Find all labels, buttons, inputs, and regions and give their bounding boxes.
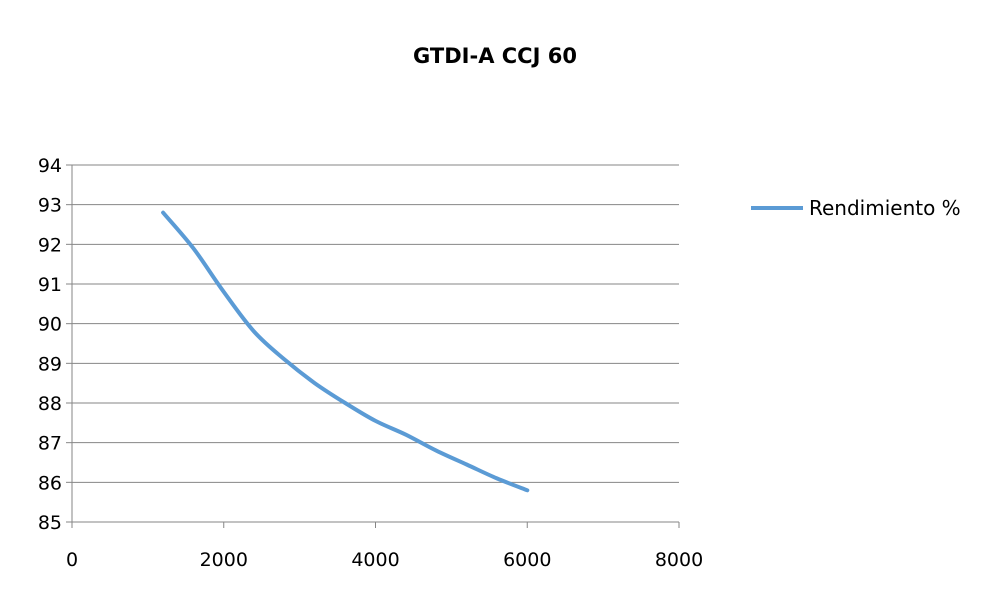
y-tick-label: 94 bbox=[38, 155, 62, 177]
series-line-rendimiento bbox=[161, 210, 530, 493]
tick-labels: 85 86 87 88 89 90 91 92 93 94 0 2000 4000 6000 8000 bbox=[38, 155, 703, 571]
x-tick-label: 6000 bbox=[503, 549, 551, 571]
y-tick-label: 93 bbox=[38, 195, 62, 217]
y-tick-label: 92 bbox=[38, 234, 62, 256]
x-tick-label: 4000 bbox=[351, 549, 399, 571]
y-tick-label: 86 bbox=[38, 472, 62, 494]
y-tick-label: 85 bbox=[38, 512, 62, 534]
axes bbox=[66, 164, 680, 528]
series-lines bbox=[161, 210, 530, 493]
legend: Rendimiento % bbox=[751, 196, 961, 220]
y-tick-label: 88 bbox=[38, 393, 62, 415]
x-tick-label: 8000 bbox=[655, 549, 703, 571]
grid-lines bbox=[72, 164, 679, 483]
x-tick-label: 2000 bbox=[200, 549, 248, 571]
chart-title: GTDI-A CCJ 60 bbox=[413, 44, 577, 68]
x-tick-label: 0 bbox=[66, 549, 78, 571]
legend-label: Rendimiento % bbox=[809, 196, 961, 220]
y-tick-label: 91 bbox=[38, 274, 62, 296]
y-tick-label: 87 bbox=[38, 433, 62, 455]
y-tick-label: 89 bbox=[38, 353, 62, 375]
y-tick-label: 90 bbox=[38, 314, 62, 336]
